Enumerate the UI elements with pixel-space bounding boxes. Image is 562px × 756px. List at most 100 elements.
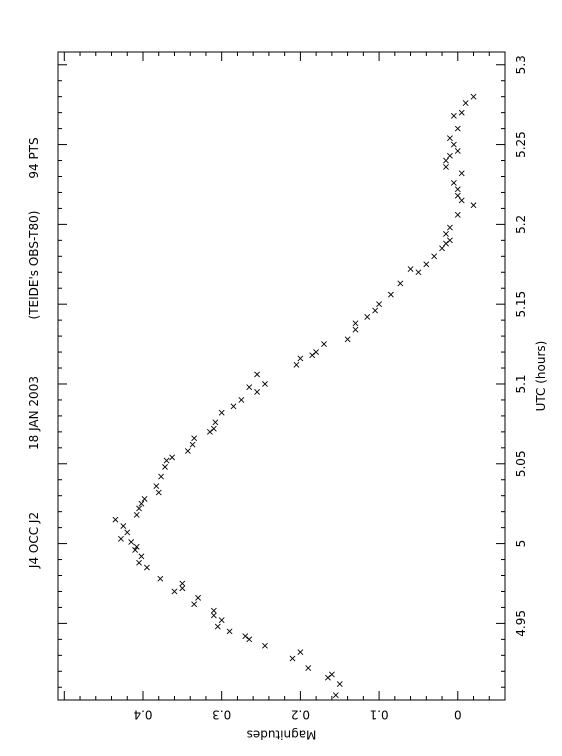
data-point xyxy=(328,671,335,678)
data-point xyxy=(332,692,339,699)
data-point xyxy=(364,314,371,320)
data-point xyxy=(262,381,268,387)
y-tick-label: 0 xyxy=(454,708,462,722)
x-tick-label: 5 xyxy=(514,540,528,548)
data-point xyxy=(470,93,477,100)
data-point xyxy=(254,371,261,378)
header-label: J4 OCC J2 xyxy=(27,512,41,569)
data-point xyxy=(138,500,145,507)
data-point xyxy=(297,355,304,362)
data-point xyxy=(124,529,131,536)
data-point xyxy=(446,135,453,142)
data-point xyxy=(446,224,453,231)
data-point xyxy=(112,516,119,523)
data-point xyxy=(454,148,461,154)
data-point xyxy=(132,547,139,553)
data-point xyxy=(336,681,343,687)
data-point xyxy=(162,464,168,470)
data-point xyxy=(210,607,217,614)
y-tick-label: 0.1 xyxy=(370,708,389,722)
data-point xyxy=(246,636,253,643)
data-point xyxy=(313,349,320,355)
data-point xyxy=(136,505,142,512)
data-point xyxy=(415,269,422,276)
data-point xyxy=(144,564,150,571)
data-point xyxy=(179,580,186,587)
data-point xyxy=(376,301,383,308)
data-point xyxy=(397,280,404,287)
header-label: 94 PTS xyxy=(27,137,41,178)
data-point xyxy=(293,361,300,368)
data-point xyxy=(458,109,465,116)
data-point xyxy=(118,535,124,542)
data-point xyxy=(163,457,170,464)
data-point xyxy=(169,454,176,461)
plot-frame xyxy=(57,51,506,701)
data-point xyxy=(226,628,233,635)
data-point xyxy=(443,231,449,237)
data-point xyxy=(387,291,394,298)
data-point xyxy=(120,523,127,529)
data-point xyxy=(128,539,135,545)
data-point xyxy=(305,665,312,671)
data-point xyxy=(454,186,461,193)
data-point xyxy=(214,623,221,630)
x-tick-label: 5.25 xyxy=(514,131,528,158)
data-point xyxy=(153,483,160,490)
y-tick-label: 0.4 xyxy=(133,708,152,722)
data-point xyxy=(297,649,304,656)
data-point xyxy=(454,125,461,132)
x-axis-title: UTC (hours) xyxy=(534,341,548,412)
data-point xyxy=(195,594,201,601)
data-point xyxy=(155,489,162,496)
data-point xyxy=(218,617,225,624)
data-point xyxy=(309,352,316,359)
data-point xyxy=(242,633,249,640)
data-point xyxy=(206,428,213,435)
data-point xyxy=(443,240,449,247)
data-point xyxy=(458,170,465,177)
data-point xyxy=(344,336,351,343)
data-point xyxy=(325,674,331,681)
data-point xyxy=(443,157,449,164)
data-point xyxy=(289,655,296,662)
data-point xyxy=(133,511,140,518)
data-point xyxy=(446,152,453,159)
data-point xyxy=(423,261,430,268)
data-point xyxy=(238,397,245,403)
data-point xyxy=(321,341,327,347)
x-tick-label: 5.15 xyxy=(514,291,528,318)
x-tick-label: 4.95 xyxy=(514,610,528,637)
data-point xyxy=(210,612,217,619)
data-point xyxy=(450,112,457,119)
data-point xyxy=(133,543,140,550)
y-tick-label: 0.2 xyxy=(291,708,310,722)
header-label: (TEIDE's OBS-T80) xyxy=(27,211,41,320)
data-point xyxy=(191,601,198,608)
data-point xyxy=(230,403,237,410)
data-point xyxy=(446,237,453,244)
data-point xyxy=(454,192,461,199)
data-point xyxy=(262,642,268,649)
data-point xyxy=(352,320,359,327)
data-point xyxy=(372,307,379,314)
data-point xyxy=(352,326,359,333)
data-point xyxy=(179,585,186,592)
data-point xyxy=(450,141,457,148)
y-axis-title: Magnitudes xyxy=(247,728,317,742)
data-point xyxy=(454,211,461,218)
data-point xyxy=(171,588,178,595)
data-point xyxy=(462,100,469,106)
data-point xyxy=(218,409,225,416)
data-point xyxy=(191,435,198,442)
data-point xyxy=(189,441,196,448)
data-point xyxy=(212,419,219,426)
data-point xyxy=(407,266,414,272)
data-point xyxy=(439,245,445,252)
data-point xyxy=(431,253,438,260)
data-point xyxy=(136,559,142,566)
data-point xyxy=(254,389,261,395)
data-point xyxy=(157,575,164,582)
data-point xyxy=(470,202,477,209)
